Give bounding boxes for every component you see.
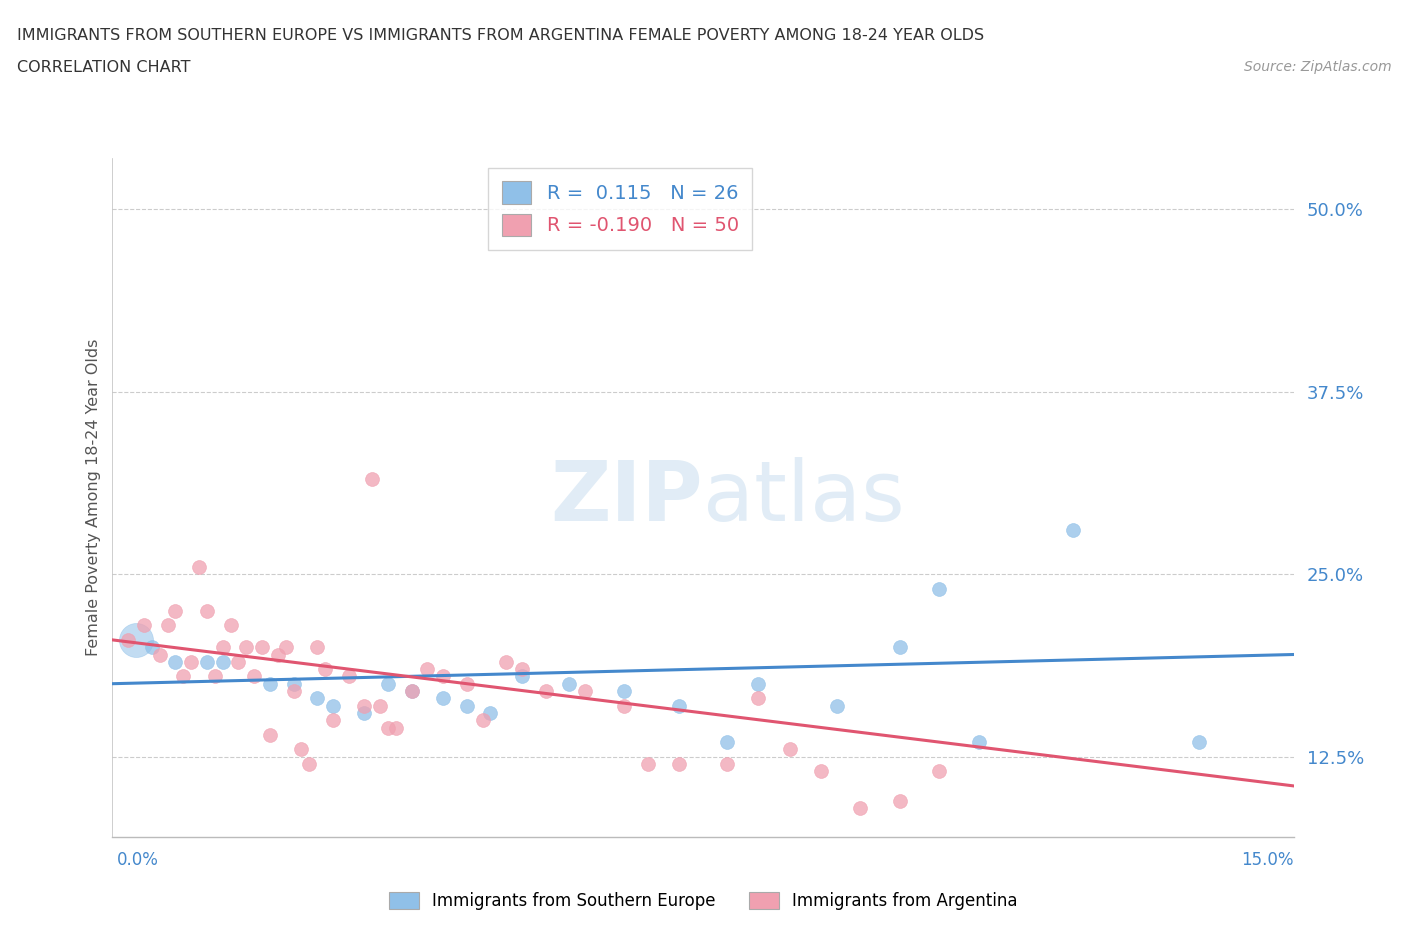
Point <box>928 581 950 596</box>
Point <box>747 691 769 706</box>
Point <box>259 727 281 742</box>
Point <box>432 669 454 684</box>
Point <box>716 757 738 772</box>
Point <box>613 684 636 698</box>
Point <box>558 676 581 691</box>
Point <box>385 720 408 735</box>
Point <box>307 640 329 655</box>
Point <box>290 742 312 757</box>
Point <box>132 618 155 632</box>
Point <box>825 698 848 713</box>
Point <box>353 698 375 713</box>
Point <box>274 640 297 655</box>
Point <box>668 698 690 713</box>
Legend: R =  0.115   N = 26, R = -0.190   N = 50: R = 0.115 N = 26, R = -0.190 N = 50 <box>488 167 752 249</box>
Point <box>195 655 218 670</box>
Point <box>259 676 281 691</box>
Point <box>401 684 423 698</box>
Point <box>416 661 439 676</box>
Point <box>219 618 242 632</box>
Point <box>211 640 233 655</box>
Point <box>377 720 399 735</box>
Point <box>125 632 148 647</box>
Point <box>889 640 911 655</box>
Point <box>637 757 659 772</box>
Point <box>211 655 233 670</box>
Point <box>165 655 187 670</box>
Point <box>747 676 769 691</box>
Point <box>243 669 266 684</box>
Point <box>471 712 494 727</box>
Text: 0.0%: 0.0% <box>117 851 159 870</box>
Point <box>283 684 305 698</box>
Text: IMMIGRANTS FROM SOUTHERN EUROPE VS IMMIGRANTS FROM ARGENTINA FEMALE POVERTY AMON: IMMIGRANTS FROM SOUTHERN EUROPE VS IMMIG… <box>17 28 984 43</box>
Point <box>188 560 211 575</box>
Point <box>1188 735 1211 750</box>
Point <box>574 684 596 698</box>
Point <box>361 472 384 486</box>
Point <box>479 706 502 721</box>
Point <box>510 669 533 684</box>
Point <box>156 618 179 632</box>
Point <box>368 698 391 713</box>
Point <box>235 640 257 655</box>
Point <box>534 684 557 698</box>
Text: ZIP: ZIP <box>551 457 703 538</box>
Point <box>267 647 290 662</box>
Point <box>204 669 226 684</box>
Y-axis label: Female Poverty Among 18-24 Year Olds: Female Poverty Among 18-24 Year Olds <box>86 339 101 657</box>
Legend: Immigrants from Southern Europe, Immigrants from Argentina: Immigrants from Southern Europe, Immigra… <box>382 885 1024 917</box>
Point <box>928 764 950 778</box>
Text: CORRELATION CHART: CORRELATION CHART <box>17 60 190 75</box>
Point <box>195 604 218 618</box>
Point <box>456 698 478 713</box>
Point <box>117 632 139 647</box>
Point <box>322 698 344 713</box>
Point <box>967 735 990 750</box>
Point <box>141 640 163 655</box>
Point <box>889 793 911 808</box>
Point <box>149 647 172 662</box>
Point <box>165 604 187 618</box>
Point <box>432 691 454 706</box>
Point <box>314 661 336 676</box>
Point <box>456 676 478 691</box>
Point <box>283 676 305 691</box>
Point <box>613 698 636 713</box>
Point <box>228 655 250 670</box>
Text: 15.0%: 15.0% <box>1241 851 1294 870</box>
Text: Source: ZipAtlas.com: Source: ZipAtlas.com <box>1244 60 1392 74</box>
Point <box>510 661 533 676</box>
Point <box>1062 523 1084 538</box>
Point <box>307 691 329 706</box>
Point <box>401 684 423 698</box>
Point <box>322 712 344 727</box>
Text: atlas: atlas <box>703 457 904 538</box>
Point <box>337 669 360 684</box>
Point <box>495 655 517 670</box>
Point <box>849 801 872 816</box>
Point <box>298 757 321 772</box>
Point <box>668 757 690 772</box>
Point <box>353 706 375 721</box>
Point <box>377 676 399 691</box>
Point <box>180 655 202 670</box>
Point <box>250 640 273 655</box>
Point <box>810 764 832 778</box>
Point <box>779 742 801 757</box>
Point <box>716 735 738 750</box>
Point <box>172 669 194 684</box>
